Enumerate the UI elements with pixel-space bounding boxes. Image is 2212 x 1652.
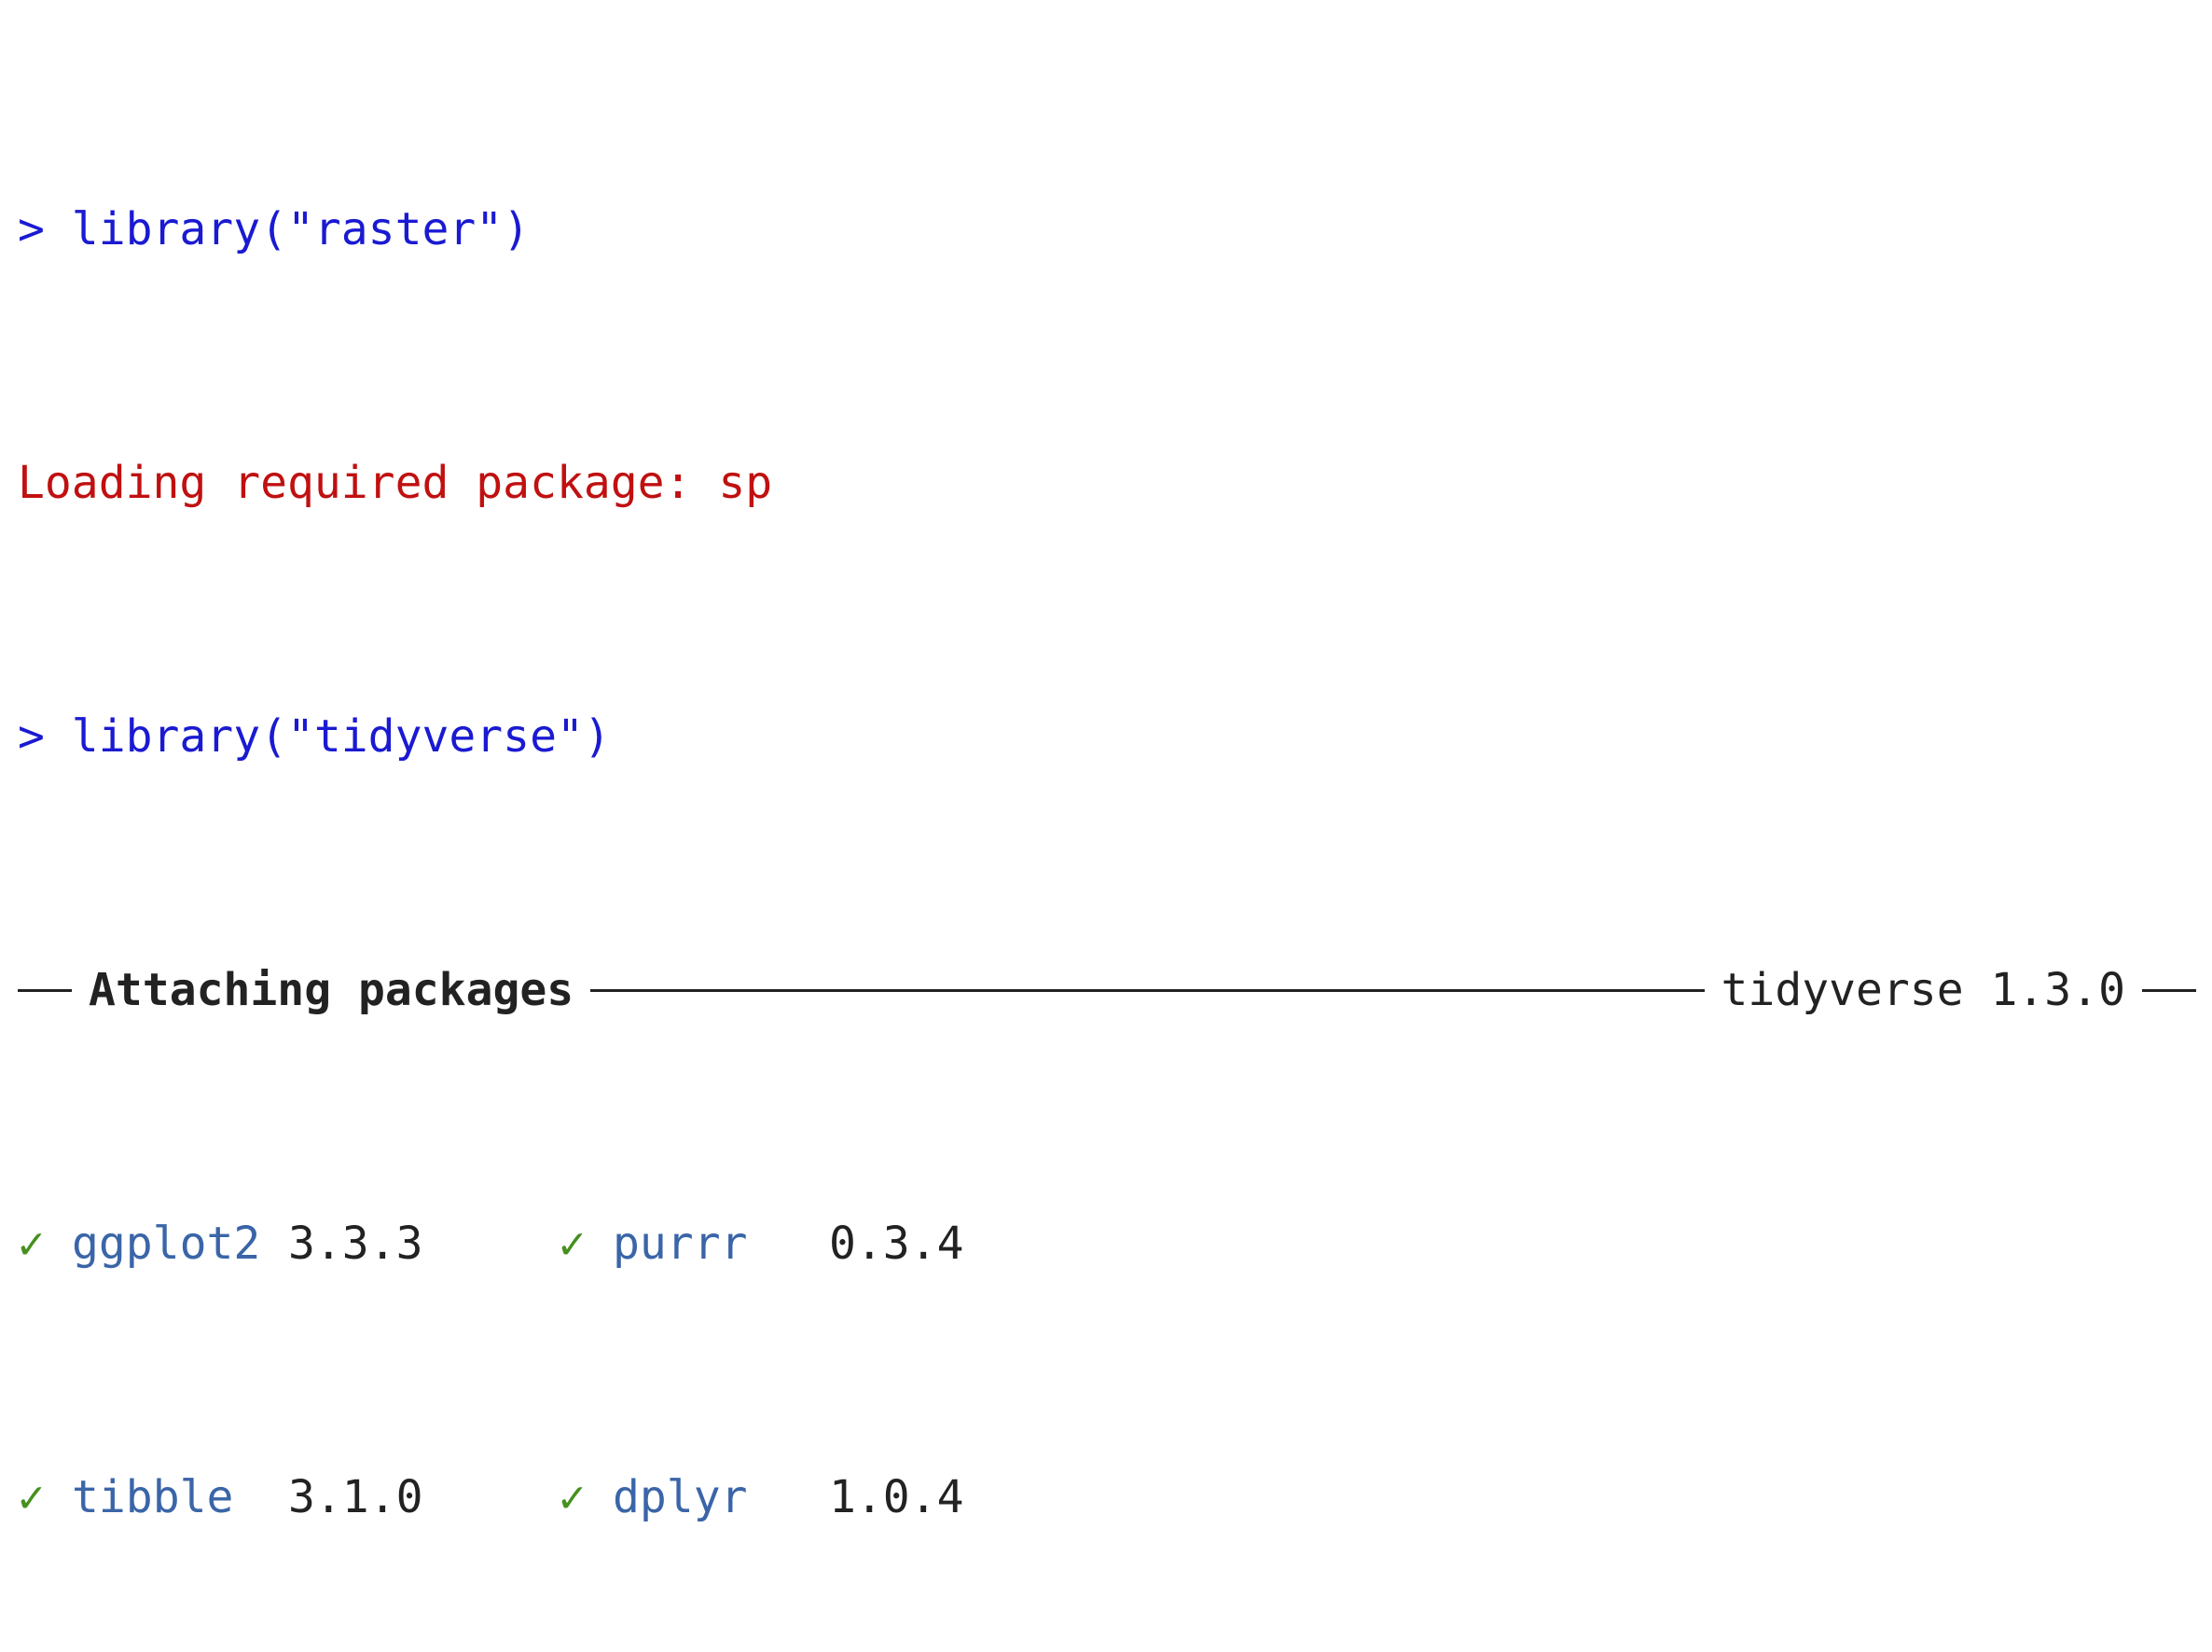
- rule-line: [590, 988, 1705, 992]
- command-line: > library("raster"): [18, 198, 2196, 261]
- check-icon: ✓: [559, 1471, 586, 1523]
- package-name: dplyr: [613, 1471, 748, 1523]
- check-icon: ✓: [18, 1471, 45, 1523]
- check-icon: ✓: [18, 1218, 45, 1270]
- package-row: ✓ ggplot2 3.3.3 ✓ purrr 0.3.4: [18, 1212, 2196, 1275]
- package-name: purrr: [613, 1218, 748, 1270]
- command-text: > library("tidyverse"): [18, 710, 611, 763]
- r-console-output: > library("raster") Loading required pac…: [18, 7, 2196, 1652]
- package-version: 3.1.0: [288, 1471, 423, 1523]
- tidyverse-version: tidyverse 1.3.0: [1721, 964, 2125, 1016]
- message-text: Loading required package: sp: [18, 457, 773, 509]
- rule-line: [18, 988, 72, 992]
- command-line: > library("tidyverse"): [18, 705, 2196, 768]
- package-version: 1.0.4: [829, 1471, 964, 1523]
- rule-line: [2142, 988, 2196, 992]
- attaching-packages-header: Attaching packages tidyverse 1.3.0: [18, 958, 2196, 1022]
- check-icon: ✓: [559, 1218, 586, 1270]
- package-name: tibble: [72, 1471, 234, 1523]
- command-text: > library("raster"): [18, 203, 531, 255]
- package-row: ✓ tibble 3.1.0 ✓ dplyr 1.0.4: [18, 1466, 2196, 1529]
- message-line: Loading required package: sp: [18, 451, 2196, 515]
- package-version: 0.3.4: [829, 1218, 964, 1270]
- section-title: Attaching packages: [89, 964, 574, 1016]
- package-version: 3.3.3: [288, 1218, 423, 1270]
- package-name: ggplot2: [72, 1218, 261, 1270]
